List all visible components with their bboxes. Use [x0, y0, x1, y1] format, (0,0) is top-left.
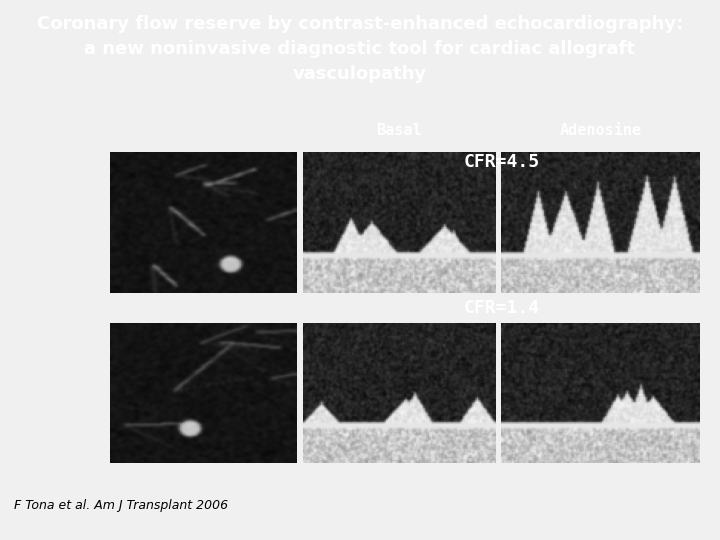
Text: Coronary flow reserve by contrast-enhanced echocardiography:
a new noninvasive d: Coronary flow reserve by contrast-enhanc… — [37, 15, 683, 83]
Text: F Tona et al. Am J Transplant 2006: F Tona et al. Am J Transplant 2006 — [14, 500, 228, 512]
Text: CFR=1.4: CFR=1.4 — [463, 299, 539, 317]
Text: Adenosine: Adenosine — [559, 123, 642, 138]
Text: CFR=4.5: CFR=4.5 — [463, 153, 539, 171]
Text: Basal: Basal — [376, 123, 422, 138]
